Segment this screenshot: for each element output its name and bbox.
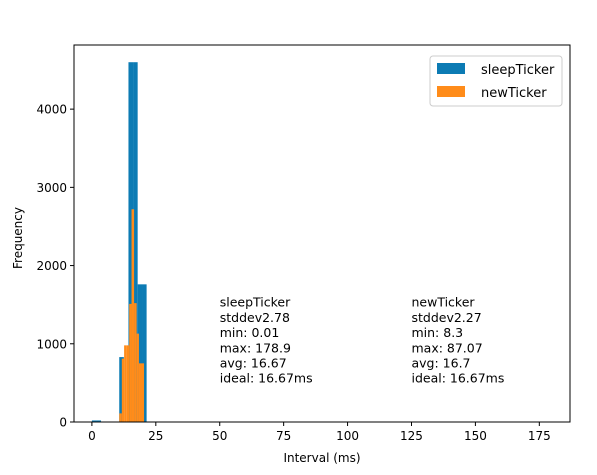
y-tick-label: 3000 [36,181,67,195]
x-tick-label: 75 [276,429,291,443]
y-axis-label: Frequency [11,207,25,269]
y-tick-label: 2000 [36,259,67,273]
bar-sleepticker-1 [96,420,102,422]
bar-newticker-7 [136,333,139,422]
bar-sleepticker-0 [91,420,97,422]
bar-newticker-3 [126,345,130,422]
bar-sleepticker-6 [142,284,147,422]
bar-newticker-6 [134,303,137,422]
annotation-1-line-5: ideal: 16.67ms [411,371,504,386]
bar-newticker-0 [119,413,122,422]
y-axis-ticks: 0 1000 2000 3000 4000 [36,103,74,430]
legend: sleepTicker newTicker [429,55,563,107]
bar-sleepticker-2 [119,357,124,422]
annotation-0-line-0: sleepTicker [220,295,291,310]
bar-sleepticker-4 [133,62,138,423]
annotation-0-line-4: avg: 16.67 [220,356,287,371]
y-tick-label: 0 [59,416,67,430]
annotation-1-line-1: stddev2.27 [411,310,481,325]
bar-newticker-2 [124,345,127,422]
x-axis-label: Interval (ms) [283,451,360,465]
bar-newticker-1 [121,358,125,422]
bar-newticker-5 [131,209,135,422]
bar-newticker-9 [141,363,145,422]
annotation-1-line-3: max: 87.07 [411,340,482,355]
x-tick-label: 25 [148,429,163,443]
bars-layer [91,62,147,423]
x-tick-label: 175 [528,429,551,443]
x-tick-label: 125 [400,429,423,443]
x-tick-label: 50 [212,429,227,443]
annotation-1-line-0: newTicker [411,295,475,310]
x-tick-label: 0 [88,429,96,443]
legend-swatch-newticker [437,86,465,97]
y-tick-label: 1000 [36,337,67,351]
x-tick-label: 100 [336,429,359,443]
y-tick-label: 4000 [36,103,67,117]
bar-sleepticker-5 [137,284,143,422]
bar-newticker-8 [138,363,142,422]
plot-frame [73,44,571,423]
bar-newticker-4 [129,303,132,422]
x-tick-label: 150 [464,429,487,443]
annotation-0-line-3: max: 178.9 [220,340,291,355]
annotation-0-line-5: ideal: 16.67ms [220,371,313,386]
x-axis-ticks: 0 25 50 75 100 125 150 175 [88,422,551,443]
annotation-1-line-4: avg: 16.7 [411,356,470,371]
legend-label-newticker: newTicker [481,86,547,101]
legend-label-sleepticker: sleepTicker [481,63,555,78]
legend-swatch-sleepticker [437,63,465,74]
annotation-0-line-1: stddev2.78 [220,310,290,325]
annotation-0-line-2: min: 0.01 [220,325,280,340]
annotation-1-line-2: min: 8.3 [411,325,463,340]
bar-sleepticker-3 [128,62,134,423]
